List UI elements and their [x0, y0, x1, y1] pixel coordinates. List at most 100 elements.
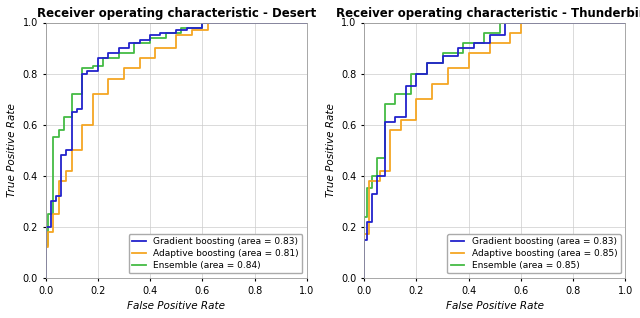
Adaptive boosting (area = 0.81) — [152, 56, 159, 60]
Gradient boosting (area = 0.83) — [501, 33, 509, 37]
Gradient boosting (area = 0.83) — [68, 148, 76, 152]
Adaptive boosting (area = 0.85) — [397, 118, 404, 121]
Ensemble (area = 0.85) — [360, 276, 368, 280]
Gradient boosting (area = 0.83) — [47, 199, 54, 203]
Gradient boosting (area = 0.83) — [423, 61, 431, 65]
Ensemble (area = 0.85) — [438, 61, 446, 65]
Ensemble (area = 0.85) — [460, 41, 467, 45]
Ensemble (area = 0.84) — [198, 26, 206, 30]
Ensemble (area = 0.84) — [146, 41, 154, 45]
Gradient boosting (area = 0.83) — [381, 120, 389, 124]
Ensemble (area = 0.85) — [621, 21, 629, 24]
Ensemble (area = 0.85) — [368, 174, 376, 178]
Ensemble (area = 0.84) — [49, 212, 57, 216]
Adaptive boosting (area = 0.81) — [63, 169, 70, 173]
Ensemble (area = 0.84) — [55, 135, 63, 139]
Gradient boosting (area = 0.83) — [115, 51, 122, 55]
Adaptive boosting (area = 0.85) — [517, 21, 525, 24]
Gradient boosting (area = 0.83) — [413, 85, 420, 88]
Ensemble (area = 0.84) — [60, 115, 68, 119]
Adaptive boosting (area = 0.81) — [78, 123, 86, 127]
Adaptive boosting (area = 0.85) — [376, 169, 383, 173]
Line: Adaptive boosting (area = 0.81): Adaptive boosting (area = 0.81) — [45, 23, 307, 278]
Adaptive boosting (area = 0.81) — [104, 77, 112, 80]
Ensemble (area = 0.85) — [423, 72, 431, 75]
Adaptive boosting (area = 0.85) — [517, 31, 525, 35]
Ensemble (area = 0.84) — [177, 26, 185, 30]
Ensemble (area = 0.84) — [162, 36, 170, 40]
Gradient boosting (area = 0.83) — [360, 238, 368, 241]
Adaptive boosting (area = 0.81) — [303, 21, 310, 24]
Gradient boosting (area = 0.83) — [373, 192, 381, 196]
Adaptive boosting (area = 0.85) — [486, 51, 493, 55]
Ensemble (area = 0.85) — [496, 31, 504, 35]
Gradient boosting (area = 0.83) — [94, 69, 102, 73]
Ensemble (area = 0.84) — [131, 41, 138, 45]
Adaptive boosting (area = 0.81) — [172, 46, 180, 50]
Adaptive boosting (area = 0.85) — [428, 82, 436, 86]
Gradient boosting (area = 0.83) — [392, 120, 399, 124]
Ensemble (area = 0.84) — [99, 56, 107, 60]
Adaptive boosting (area = 0.85) — [376, 179, 383, 183]
Gradient boosting (area = 0.83) — [454, 46, 462, 50]
Gradient boosting (area = 0.83) — [78, 107, 86, 111]
Adaptive boosting (area = 0.85) — [465, 66, 472, 70]
Ensemble (area = 0.85) — [368, 187, 376, 190]
Ensemble (area = 0.84) — [55, 128, 63, 132]
Gradient boosting (area = 0.83) — [486, 33, 493, 37]
Ensemble (area = 0.84) — [177, 31, 185, 35]
Line: Gradient boosting (area = 0.83): Gradient boosting (area = 0.83) — [45, 23, 307, 278]
Adaptive boosting (area = 0.81) — [55, 179, 63, 183]
Ensemble (area = 0.85) — [360, 215, 368, 218]
Adaptive boosting (area = 0.81) — [152, 46, 159, 50]
Ensemble (area = 0.84) — [146, 36, 154, 40]
Gradient boosting (area = 0.83) — [68, 110, 76, 114]
Ensemble (area = 0.85) — [381, 102, 389, 106]
Adaptive boosting (area = 0.81) — [68, 148, 76, 152]
Gradient boosting (area = 0.83) — [438, 54, 446, 58]
Gradient boosting (area = 0.83) — [94, 56, 102, 60]
Adaptive boosting (area = 0.81) — [172, 33, 180, 37]
Gradient boosting (area = 0.83) — [52, 194, 60, 198]
Gradient boosting (area = 0.83) — [104, 56, 112, 60]
Adaptive boosting (area = 0.81) — [104, 92, 112, 96]
Adaptive boosting (area = 0.81) — [136, 56, 143, 60]
Adaptive boosting (area = 0.85) — [365, 179, 373, 183]
Gradient boosting (area = 0.83) — [172, 31, 180, 35]
Adaptive boosting (area = 0.85) — [507, 41, 515, 45]
Gradient boosting (area = 0.83) — [83, 72, 91, 75]
Adaptive boosting (area = 0.81) — [136, 66, 143, 70]
Adaptive boosting (area = 0.81) — [78, 148, 86, 152]
Gradient boosting (area = 0.83) — [363, 238, 371, 241]
Gradient boosting (area = 0.83) — [198, 21, 206, 24]
Ensemble (area = 0.84) — [89, 64, 97, 68]
Ensemble (area = 0.84) — [68, 115, 76, 119]
Gradient boosting (area = 0.83) — [42, 225, 49, 229]
X-axis label: False Positive Rate: False Positive Rate — [446, 301, 544, 311]
Gradient boosting (area = 0.83) — [423, 72, 431, 75]
X-axis label: False Positive Rate: False Positive Rate — [127, 301, 225, 311]
Gradient boosting (area = 0.83) — [78, 72, 86, 75]
Gradient boosting (area = 0.83) — [183, 28, 191, 32]
Ensemble (area = 0.84) — [115, 51, 122, 55]
Adaptive boosting (area = 0.81) — [188, 28, 196, 32]
Ensemble (area = 0.85) — [460, 51, 467, 55]
Y-axis label: True Positive Rate: True Positive Rate — [7, 103, 17, 197]
Gradient boosting (area = 0.83) — [63, 153, 70, 157]
Gradient boosting (area = 0.83) — [83, 69, 91, 73]
Ensemble (area = 0.85) — [392, 102, 399, 106]
Ensemble (area = 0.85) — [392, 92, 399, 96]
Gradient boosting (area = 0.83) — [52, 199, 60, 203]
Ensemble (area = 0.85) — [407, 92, 415, 96]
Gradient boosting (area = 0.83) — [381, 174, 389, 178]
Adaptive boosting (area = 0.85) — [486, 41, 493, 45]
Gradient boosting (area = 0.83) — [470, 46, 477, 50]
Adaptive boosting (area = 0.85) — [365, 232, 373, 236]
Adaptive boosting (area = 0.81) — [44, 245, 52, 249]
Adaptive boosting (area = 0.81) — [42, 276, 49, 280]
Gradient boosting (area = 0.83) — [360, 276, 368, 280]
Ensemble (area = 0.84) — [89, 66, 97, 70]
Gradient boosting (area = 0.83) — [125, 41, 133, 45]
Adaptive boosting (area = 0.85) — [621, 21, 629, 24]
Gradient boosting (area = 0.83) — [63, 148, 70, 152]
